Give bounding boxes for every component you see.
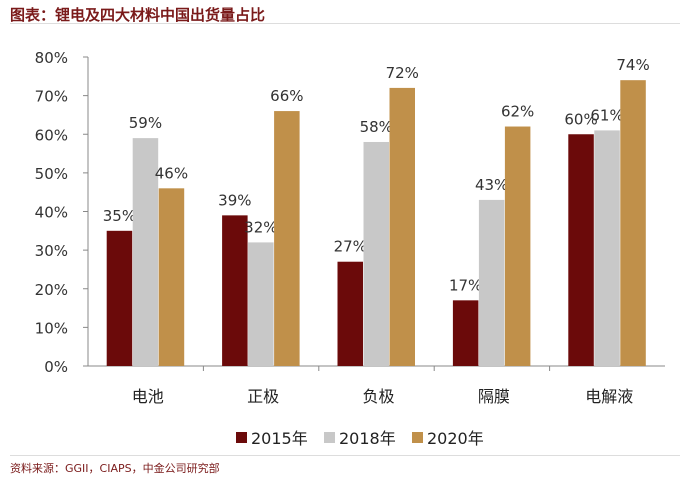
bar <box>274 111 300 366</box>
bar <box>389 87 415 367</box>
data-label: 62% <box>501 103 534 121</box>
bar <box>106 230 133 366</box>
x-tick-label: 负极 <box>362 387 394 406</box>
y-tick-label: 70% <box>35 88 68 106</box>
y-tick-label: 50% <box>35 165 68 183</box>
chart-title: 图表：锂电及四大材料中国出货量占比 <box>10 6 266 24</box>
source-note: 资料来源：GGII，CIAPS，中金公司研究部 <box>10 462 220 475</box>
legend-swatch <box>236 432 247 443</box>
data-label: 43% <box>475 176 508 194</box>
data-label: 35% <box>103 207 136 225</box>
legend-label: 2020年 <box>427 429 484 448</box>
bar <box>363 141 389 366</box>
data-label: 39% <box>218 191 251 209</box>
x-tick-label: 隔膜 <box>478 387 510 406</box>
x-tick-label: 电池 <box>132 387 164 406</box>
bar <box>452 300 479 366</box>
bar <box>504 126 531 367</box>
data-label: 32% <box>244 218 277 236</box>
data-label: 66% <box>270 87 303 105</box>
legend-swatch <box>412 432 423 443</box>
x-tick-label: 正极 <box>247 387 279 406</box>
y-tick-label: 10% <box>35 319 68 337</box>
legend-label: 2015年 <box>251 429 308 448</box>
bar <box>337 261 363 366</box>
bar <box>478 199 505 366</box>
legend-label: 2018年 <box>339 429 396 448</box>
legend-swatch <box>324 432 335 443</box>
data-label: 60% <box>564 110 597 128</box>
bar <box>222 215 248 366</box>
y-tick-label: 30% <box>35 242 68 260</box>
data-label: 27% <box>334 238 367 256</box>
data-label: 61% <box>590 106 623 124</box>
title-divider <box>10 23 680 24</box>
bar <box>158 188 185 366</box>
data-label: 72% <box>386 64 419 82</box>
bar <box>594 130 620 366</box>
data-label: 59% <box>129 114 162 132</box>
bar <box>132 138 159 366</box>
y-tick-label: 20% <box>35 281 68 299</box>
data-label: 46% <box>155 164 188 182</box>
x-tick-label: 电解液 <box>585 387 633 406</box>
y-tick-label: 60% <box>35 126 68 144</box>
y-tick-label: 0% <box>44 358 68 376</box>
bar-chart: 0% 10% 20% 30% 40% 50% 60% 70% 80% 电池 35% 59% 46% 正极 3… <box>35 49 665 448</box>
bar <box>620 80 646 367</box>
data-label: 74% <box>616 56 649 74</box>
bar <box>568 134 594 366</box>
data-label: 58% <box>360 118 393 136</box>
y-tick-label: 40% <box>35 204 68 222</box>
source-divider <box>10 455 680 456</box>
bar <box>248 242 274 366</box>
data-label: 17% <box>449 276 482 294</box>
y-tick-label: 80% <box>35 49 68 67</box>
